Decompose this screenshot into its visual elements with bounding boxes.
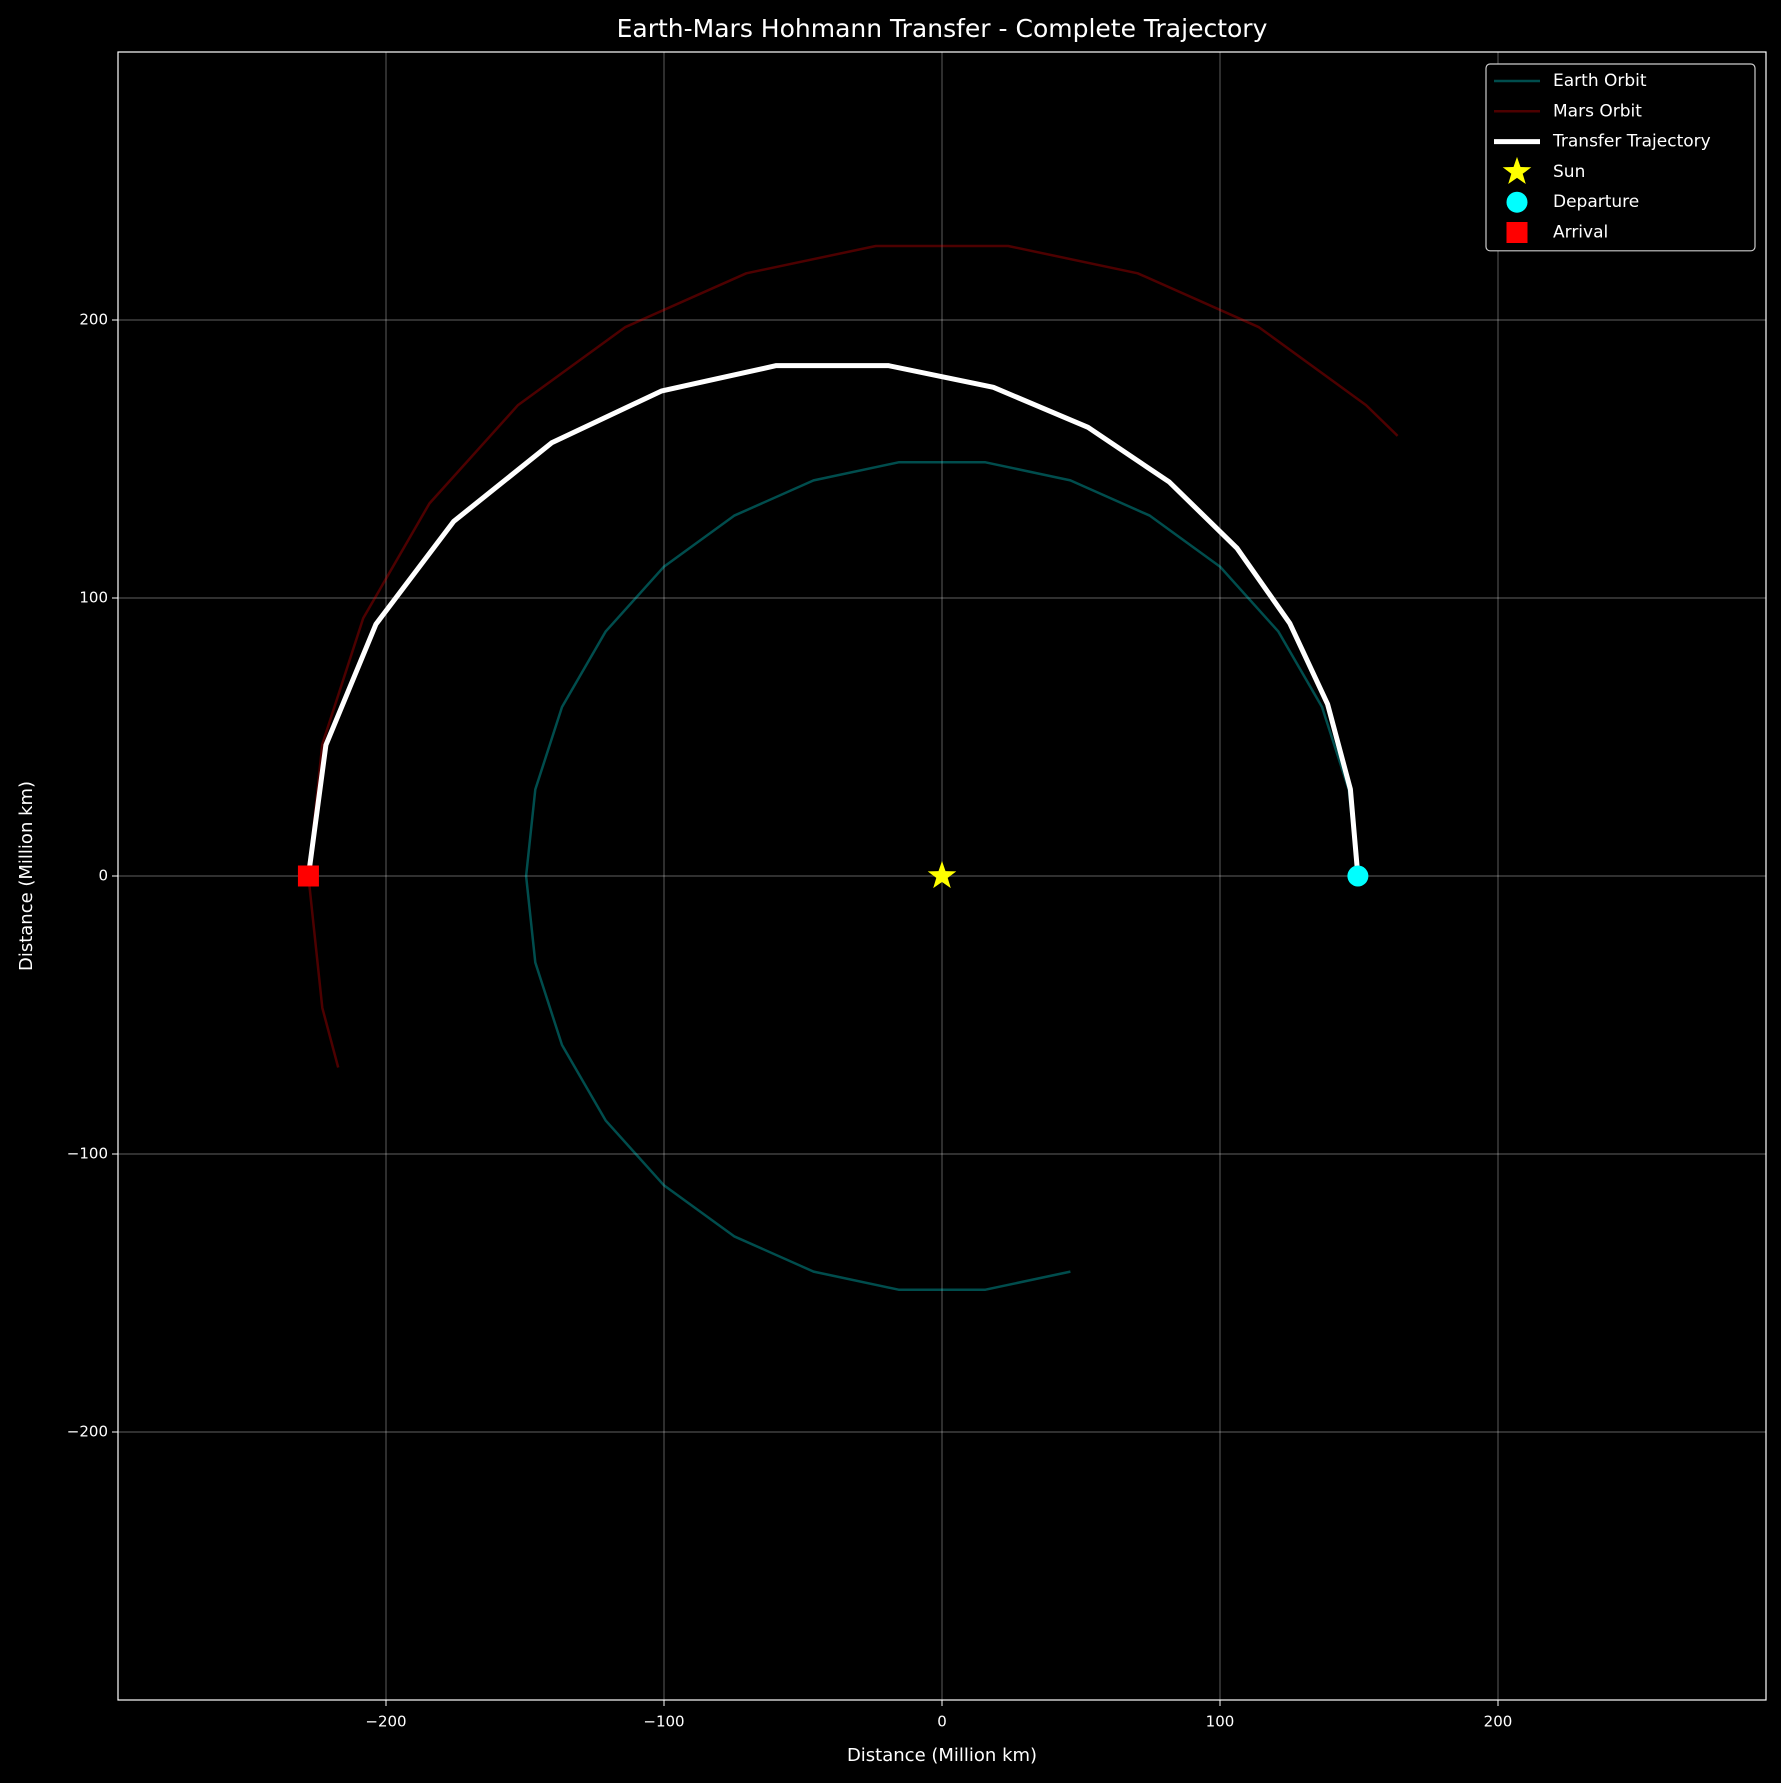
y-axis-label: Distance (Million km) [16,781,37,971]
circle-marker [1506,191,1528,213]
star-marker [927,861,957,889]
x-tick-label: −200 [365,1713,406,1731]
square-marker [1506,222,1528,243]
circle-marker [1347,865,1369,887]
legend-label: Sun [1553,162,1585,182]
legend-box [1485,63,1756,252]
x-axis-label: Distance (Million km) [847,1745,1037,1766]
y-tick-label: 200 [79,310,108,328]
legend-label: Mars Orbit [1553,101,1642,121]
plot-frame [117,51,1767,1701]
x-tick-label: 0 [937,1713,947,1731]
orbit-line [524,461,1360,1291]
x-tick-label: 100 [1206,1713,1235,1731]
square-marker [297,865,319,887]
x-tick-label: 200 [1484,1713,1513,1731]
y-tick-label: 0 [98,867,108,885]
legend-label: Arrival [1553,223,1608,243]
y-tick-label: −100 [67,1145,108,1163]
legend-label: Transfer Trajectory [1552,132,1711,152]
x-tick-label: −100 [643,1713,684,1731]
y-tick-label: −200 [67,1423,108,1441]
legend-label: Departure [1553,192,1639,212]
chart-title: Earth-Mars Hohmann Transfer - Complete T… [617,14,1268,43]
star-marker [1502,156,1532,184]
orbit-line [305,363,1361,877]
y-tick-label: 100 [79,588,108,606]
legend-label: Earth Orbit [1553,71,1647,91]
